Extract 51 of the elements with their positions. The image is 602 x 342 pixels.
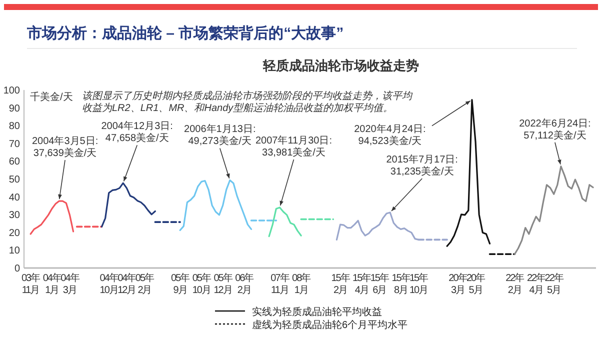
chart-title: 市场分析：成品油轮 – 市场繁荣背后的“大故事” — [26, 24, 344, 42]
x-tick-label: 20年 5月 — [466, 272, 486, 296]
y-tick-label: 40 — [8, 192, 20, 204]
annotation: 2020年4月24日: 94,523美金/天 — [354, 122, 426, 147]
x-tick-label: 03年 11月 — [21, 272, 41, 296]
x-tick-label: 20年 3月 — [448, 272, 468, 296]
annotation: 2004年3月5日: 37,639美金/天 — [32, 135, 98, 160]
x-tick-label: 06年 2月 — [235, 272, 254, 296]
x-tick-label: 22年 2月 — [506, 272, 525, 296]
y-tick-label: 80 — [8, 121, 20, 132]
y-tick-label: 60 — [8, 156, 20, 168]
x-tick-label: 07年 11月 — [270, 272, 290, 296]
y-tick-label: 30 — [8, 210, 20, 222]
x-tick-label: 04年 3月 — [60, 272, 80, 296]
chart-subtitle: 轻质成品油轮市场收益走势 — [262, 58, 419, 73]
y-axis-title: 千美金/天 — [30, 91, 73, 103]
x-tick-label: 15年 8月 — [392, 272, 411, 296]
annotation: 2006年1月13日: 49,273美金/天 — [184, 123, 256, 148]
x-tick-label: 04年 10月 — [100, 272, 119, 296]
line-series — [30, 200, 74, 235]
annotation: 2004年12月3日: 47,658美金/天 — [101, 120, 173, 144]
x-tick-label: 05年 12月 — [214, 272, 233, 296]
x-tick-label: 15年 4月 — [352, 272, 372, 296]
x-tick-label: 05年 9月 — [171, 272, 190, 296]
x-tick-label: 15年 2月 — [331, 272, 350, 296]
x-tick-label: 04年 12月 — [118, 272, 137, 296]
y-tick-label: 20 — [8, 228, 20, 239]
y-tick-label: 70 — [8, 138, 20, 150]
text: 实线为轻质成品油轮平均收益 — [252, 306, 382, 318]
y-tick-label: 10 — [8, 246, 20, 257]
text: 虚线为轻质成品油轮6个月平均水平 — [252, 319, 408, 331]
y-tick-label: 0 — [14, 264, 20, 274]
x-tick-label: 05年 10月 — [192, 272, 212, 296]
x-tick-label: 08年 1月 — [292, 272, 312, 296]
line-series — [100, 182, 156, 228]
annotation: 2015年7月17日: 31,235美金/天 — [386, 153, 458, 178]
x-tick-label: 04年 1月 — [42, 272, 62, 296]
y-tick-label: 100 — [3, 86, 20, 96]
annotation: 2007年11月30日: 33,981美金/天 — [255, 134, 332, 158]
annotation: 该图显示了历史时期内轻质成品油轮市场强劲阶段的平均收益走势，该平均收益为LR2、LR1、MR、和Handy型船运油轮油品收益的加权平均值。 — [82, 90, 413, 114]
x-tick-label: 05年 2月 — [135, 272, 155, 296]
y-tick-label: 90 — [8, 103, 20, 114]
line-series — [514, 166, 594, 255]
x-tick-label: 22年 5月 — [544, 272, 564, 296]
x-tick-label: 15年 10月 — [410, 272, 429, 296]
x-tick-label: 22年 4月 — [526, 272, 546, 296]
line-series — [179, 179, 252, 232]
line-series — [268, 206, 302, 238]
y-tick-label: 50 — [8, 174, 20, 186]
x-tick-label: 15年 6月 — [370, 272, 390, 296]
annotation: 2022年6月24日: 57,112美金/天 — [519, 117, 591, 142]
